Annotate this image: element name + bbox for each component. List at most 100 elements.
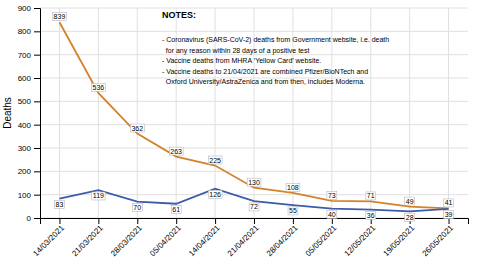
tick-mark [59, 218, 60, 224]
tick-mark [254, 218, 255, 224]
tick-label: 300 [18, 144, 32, 153]
tick: 12/05/2021 [343, 218, 378, 258]
tick-mark [34, 31, 40, 32]
axis-line [34, 9, 41, 219]
data-label: 73 [328, 192, 336, 199]
label-box [92, 192, 105, 200]
data-label: 108 [287, 184, 299, 191]
data-label-group: 61 [171, 206, 181, 214]
tick-mark [34, 148, 40, 149]
data-label: 39 [445, 211, 453, 218]
data-label-group: 41 [444, 199, 454, 207]
tick-mark [34, 55, 40, 56]
data-label-group: 73 [327, 191, 337, 199]
label-box [405, 197, 415, 205]
x-axis: 14/03/202121/03/202128/03/202105/04/2021… [31, 218, 468, 258]
label-box [444, 211, 454, 219]
data-label: 126 [209, 191, 221, 198]
tick: 600 [18, 74, 40, 83]
data-label-group: 263 [169, 147, 183, 155]
tick: 28/03/2021 [109, 218, 144, 258]
tick: 100 [18, 191, 40, 200]
tick-label: 800 [18, 27, 32, 36]
note-line: Oxford University/AstraZenica and from t… [162, 78, 365, 86]
tick: 19/05/2021 [382, 218, 417, 258]
tick: 400 [18, 121, 40, 130]
lines [59, 22, 448, 211]
data-label-group: 362 [130, 124, 144, 132]
tick-label: 12/05/2021 [343, 223, 378, 258]
tick: 500 [18, 97, 40, 106]
tick-label: 26/05/2021 [420, 223, 455, 258]
note-line: - Vaccine deaths to 21/04/2021 are combi… [162, 68, 368, 75]
tick: 200 [18, 167, 40, 176]
grid-line-x [137, 8, 138, 218]
tick-label: 500 [18, 97, 32, 106]
tick-mark [332, 218, 333, 224]
tick: 26/05/2021 [420, 218, 455, 258]
tick-label: 21/04/2021 [226, 223, 261, 258]
data-label: 83 [56, 201, 64, 208]
data-label: 119 [93, 192, 104, 199]
tick-mark [98, 218, 99, 224]
label-box [286, 183, 300, 191]
label-box [55, 200, 65, 208]
data-label: 49 [406, 198, 414, 205]
tick: 900 [18, 4, 40, 13]
label-box [53, 13, 67, 21]
tick: 0 [27, 214, 40, 223]
note-line: - Coronavirus (SARS-CoV-2) deaths from G… [162, 36, 389, 44]
grid [40, 8, 468, 218]
tick: 300 [18, 144, 40, 153]
y-axis: 0 100 200 300 400 500 600 700 800 900 [18, 4, 41, 223]
label-box [249, 203, 259, 211]
data-label-group: 108 [286, 183, 300, 191]
note-line: for any reason within 28 days of a posit… [162, 47, 310, 55]
label-box [288, 207, 298, 215]
axis-title: Deaths [2, 97, 13, 129]
line [59, 22, 448, 208]
grid-line-x [98, 8, 99, 218]
tick: 05/05/2021 [304, 218, 339, 258]
tick: 700 [18, 51, 40, 60]
tick-mark [293, 218, 294, 224]
tick: 800 [18, 27, 40, 36]
tick-mark [34, 171, 40, 172]
tick-label: 700 [18, 51, 32, 60]
label-box [444, 199, 454, 207]
tick: 05/04/2021 [148, 218, 183, 258]
notes-title: NOTES: [162, 10, 196, 20]
tick-label: 05/04/2021 [148, 223, 183, 258]
tick-mark [34, 78, 40, 79]
tick: 28/04/2021 [265, 218, 300, 258]
tick-label: 200 [18, 167, 32, 176]
line [59, 189, 448, 212]
grid-line-x [409, 8, 410, 218]
tick-mark [34, 101, 40, 102]
tick-label: 0 [27, 214, 32, 223]
tick-label: 14/04/2021 [187, 223, 222, 258]
data-label: 36 [367, 212, 375, 219]
tick-mark [176, 218, 177, 224]
chart: 0 100 200 300 400 500 600 700 800 900 14/03/202121… [0, 0, 480, 270]
tick-label: 05/05/2021 [304, 223, 339, 258]
label-box [208, 156, 222, 164]
data-label-group: 39 [444, 211, 454, 219]
data-labels: 8395363622632251301087371494183119706112… [53, 13, 454, 221]
label-box [327, 191, 337, 199]
grid-line-x [448, 8, 449, 218]
data-label: 362 [131, 125, 143, 132]
tick-mark [34, 125, 40, 126]
data-label-group: 83 [55, 200, 65, 208]
data-label: 70 [133, 204, 141, 211]
label-box [208, 190, 222, 198]
label-box [405, 213, 415, 221]
tick-label: 28/03/2021 [109, 223, 144, 258]
label-box [132, 203, 142, 211]
data-label: 536 [93, 84, 105, 91]
data-label: 41 [445, 199, 453, 206]
data-label: 263 [170, 148, 182, 155]
data-label-group: 72 [249, 203, 259, 211]
label-box [327, 210, 337, 218]
data-label-group: 55 [288, 207, 298, 215]
